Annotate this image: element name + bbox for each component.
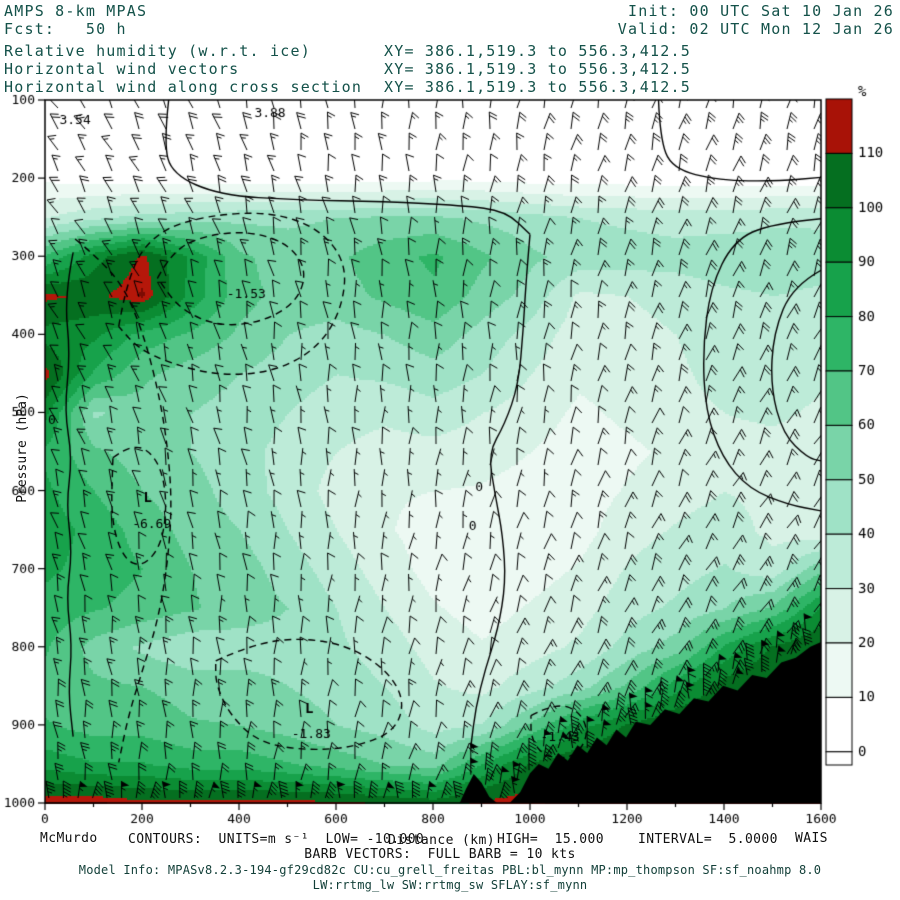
x-axis-title: Distance (km) xyxy=(388,833,495,848)
field-3-xy-range: XY= 386.1,519.3 to 556.3,412.5 xyxy=(384,78,691,96)
barb-vectors-info: BARB VECTORS: FULL BARB = 10 kts xyxy=(304,847,576,862)
init-time: Init: 00 UTC Sat 10 Jan 26 xyxy=(628,2,894,20)
contours-info-left: CONTOURS: UNITS=m s⁻¹ LOW= -10.000 xyxy=(128,832,425,847)
field-3-label: Horizontal wind along cross section xyxy=(4,78,363,96)
forecast-hour: Fcst: 50 h xyxy=(4,20,127,38)
field-2-label: Horizontal wind vectors xyxy=(4,60,240,78)
station-label-wais: WAIS xyxy=(795,831,828,846)
model-name: AMPS 8-km MPAS xyxy=(4,2,148,20)
field-2-xy-range: XY= 386.1,519.3 to 556.3,412.5 xyxy=(384,60,691,78)
station-label-mcmurdo: McMurdo xyxy=(40,831,98,846)
field-1-label: Relative humidity (w.r.t. ice) xyxy=(4,42,311,60)
contours-info-interval: INTERVAL= 5.0000 xyxy=(638,832,778,847)
model-info-line1: Model Info: MPASv8.2.3-194-gf29cd82c CU:… xyxy=(78,863,822,877)
field-1-xy-range: XY= 386.1,519.3 to 556.3,412.5 xyxy=(384,42,691,60)
valid-time: Valid: 02 UTC Mon 12 Jan 26 xyxy=(617,20,894,38)
y-axis-title: Pressure (hPa) xyxy=(15,393,30,503)
model-info-line2: LW:rrtmg_lw SW:rrtmg_sw SFLAY:sf_mynn xyxy=(312,878,588,892)
contours-info-high: HIGH= 15.000 xyxy=(497,832,604,847)
